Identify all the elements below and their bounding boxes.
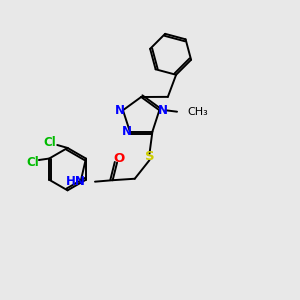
Text: N: N [158,104,168,117]
Text: Cl: Cl [44,136,56,148]
Text: N: N [122,125,131,138]
Text: CH₃: CH₃ [187,107,208,117]
Text: N: N [114,104,124,117]
Text: Cl: Cl [27,157,39,169]
Text: S: S [145,150,154,163]
Text: HN: HN [66,175,86,188]
Text: O: O [113,152,124,165]
